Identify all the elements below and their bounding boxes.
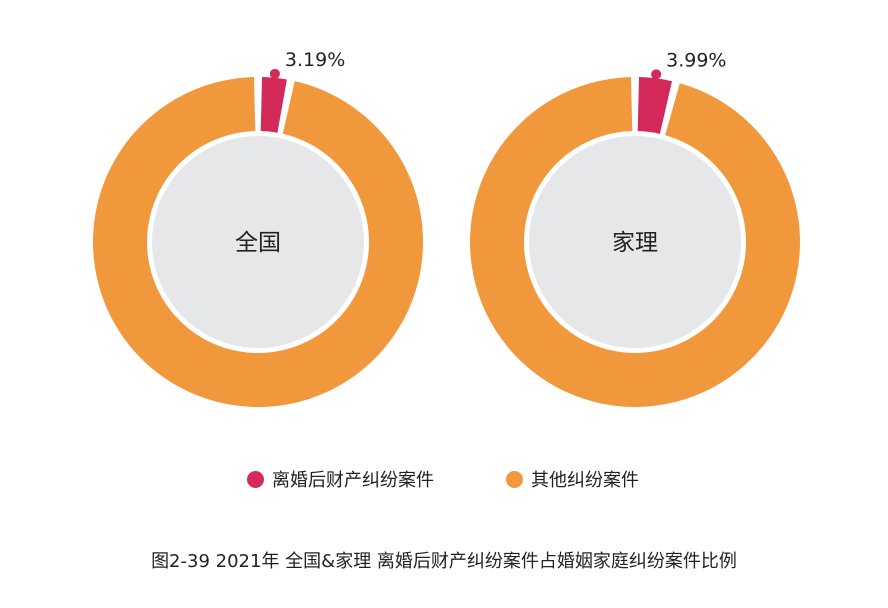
donut-chart-1: 3.19% 全国 <box>92 49 423 407</box>
donut-slice-other <box>92 77 423 407</box>
legend-item-divorce-property: 离婚后财产纠纷案件 <box>247 464 434 494</box>
donut-center-title: 家理 <box>612 230 658 256</box>
chart-legend: 离婚后财产纠纷案件 其他纠纷案件 <box>0 464 888 494</box>
donut-center-title: 全国 <box>235 230 281 256</box>
donut-slice-divorce-property <box>637 77 673 134</box>
donut-center-disc <box>529 136 741 348</box>
slice-label-marker <box>651 69 662 80</box>
donut-slice-divorce-property <box>260 77 287 133</box>
legend-label-other: 其他纠纷案件 <box>531 470 639 491</box>
legend-swatch-divorce-property <box>247 470 264 488</box>
donut-center-disc <box>152 136 364 348</box>
slice-label-marker <box>269 68 280 79</box>
donut-slice-other <box>470 77 800 407</box>
slice-percentage-label: 3.19% <box>285 49 345 71</box>
donut-chart-2: 3.99% 家理 <box>470 49 800 407</box>
legend-item-other: 其他纠纷案件 <box>506 464 639 494</box>
slice-percentage-label: 3.99% <box>666 49 726 71</box>
legend-label-divorce-property: 离婚后财产纠纷案件 <box>272 470 434 491</box>
figure-caption: 图2-39 2021年 全国&家理 离婚后财产纠纷案件占婚姻家庭纠纷案件比例 <box>151 551 737 572</box>
legend-swatch-other <box>506 470 523 488</box>
